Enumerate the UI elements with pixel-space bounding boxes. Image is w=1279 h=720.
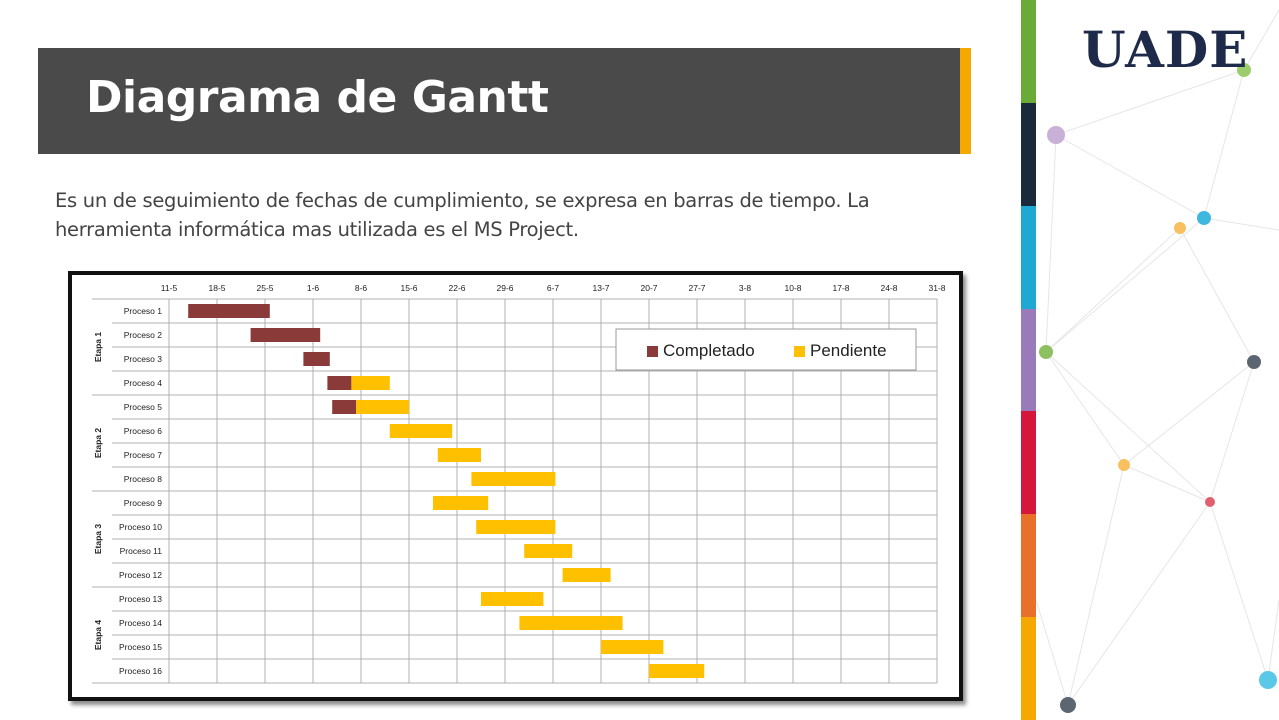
task-label: Proceso 14 (119, 618, 162, 628)
title-bar (38, 48, 960, 154)
task-label: Proceso 16 (119, 666, 162, 676)
network-node-icon (1060, 697, 1076, 713)
network-node-icon (1259, 671, 1277, 689)
group-label: Etapa 3 (93, 524, 103, 555)
uade-logo: UADE (1082, 20, 1249, 79)
pending-bar (437, 448, 481, 462)
task-label: Proceso 7 (124, 450, 163, 460)
legend-swatch-completado (647, 346, 658, 357)
pending-bar (524, 544, 573, 558)
pending-bar (601, 640, 664, 654)
task-label: Proceso 5 (124, 402, 163, 412)
color-strip-segment (1021, 514, 1036, 618)
x-tick-label: 11-5 (161, 283, 178, 293)
pending-bar (481, 592, 544, 606)
group-label: Etapa 4 (93, 620, 103, 651)
legend-swatch-pendiente (794, 346, 805, 357)
pending-bar (649, 664, 705, 678)
task-label: Proceso 10 (119, 522, 162, 532)
x-tick-label: 15-6 (400, 283, 417, 293)
network-node-icon (1197, 211, 1211, 225)
pending-bar (351, 376, 390, 390)
task-label: Proceso 8 (124, 474, 163, 484)
x-tick-label: 29-6 (496, 283, 513, 293)
x-tick-label: 20-7 (640, 283, 657, 293)
network-node-icon (1247, 355, 1261, 369)
task-label: Proceso 12 (119, 570, 162, 580)
pending-bar (562, 568, 611, 582)
completed-bar (188, 304, 270, 318)
color-strip-segment (1021, 308, 1036, 412)
task-label: Proceso 11 (120, 546, 163, 556)
color-strip-segment (1021, 411, 1036, 515)
x-tick-label: 1-6 (307, 283, 320, 293)
network-decoration (1036, 9, 1279, 713)
completed-bar (332, 400, 357, 414)
color-strip-segment (1021, 617, 1036, 720)
network-node-icon (1237, 63, 1251, 77)
group-label: Etapa 1 (93, 332, 103, 363)
task-label: Proceso 13 (119, 594, 162, 604)
x-tick-label: 6-7 (547, 283, 560, 293)
x-tick-label: 13-7 (592, 283, 609, 293)
color-strip-segment (1021, 205, 1036, 309)
pending-bar (389, 424, 453, 438)
network-node-icon (1118, 459, 1130, 471)
task-label: Proceso 3 (124, 354, 163, 364)
completed-bar (303, 352, 330, 366)
x-tick-label: 18-5 (208, 283, 225, 293)
gantt-chart-frame: 11-5 18-5 25-5 1-6 8-6 15-6 22-6 29-6 6-7 13-7 20-… (68, 271, 963, 701)
x-tick-label: 24-8 (880, 283, 897, 293)
title-accent-bar (960, 48, 971, 154)
task-label: Proceso 9 (124, 498, 163, 508)
pending-bar (356, 400, 409, 414)
network-node-icon (1205, 497, 1215, 507)
task-label: Proceso 1 (124, 306, 163, 316)
color-strip (1021, 0, 1036, 720)
color-strip-segment (1021, 0, 1036, 103)
legend-label-pendiente: Pendiente (810, 341, 887, 360)
x-tick-label: 10-8 (784, 283, 801, 293)
x-tick-label: 31-8 (928, 283, 945, 293)
x-tick-label: 25-5 (256, 283, 273, 293)
network-node-icon (1174, 222, 1186, 234)
network-node-icon (1039, 345, 1053, 359)
x-tick-label: 22-6 (448, 283, 465, 293)
completed-bar (327, 376, 352, 390)
x-tick-label: 3-8 (739, 283, 752, 293)
color-strip-segment (1021, 102, 1036, 206)
x-tick-label: 8-6 (355, 283, 368, 293)
legend-box (615, 328, 917, 371)
group-label: Etapa 2 (93, 428, 103, 459)
x-tick-label: 17-8 (832, 283, 849, 293)
task-label: Proceso 2 (124, 330, 163, 340)
network-node-icon (1047, 126, 1065, 144)
legend-label-completado: Completado (663, 341, 755, 360)
task-label: Proceso 6 (124, 426, 163, 436)
slide-body-text: Es un de seguimiento de fechas de cumpli… (55, 189, 870, 241)
slide-title: Diagrama de Gantt (86, 72, 549, 123)
pending-bar (519, 616, 623, 630)
gantt-chart: 11-5 18-5 25-5 1-6 8-6 15-6 22-6 29-6 6-7 13-7 20-… (92, 283, 946, 684)
task-label: Proceso 4 (124, 378, 163, 388)
task-label: Proceso 15 (119, 642, 162, 652)
pending-bar (471, 472, 556, 486)
completed-bar (250, 328, 321, 342)
pending-bar (476, 520, 556, 534)
x-tick-label: 27-7 (688, 283, 705, 293)
pending-bar (433, 496, 489, 510)
